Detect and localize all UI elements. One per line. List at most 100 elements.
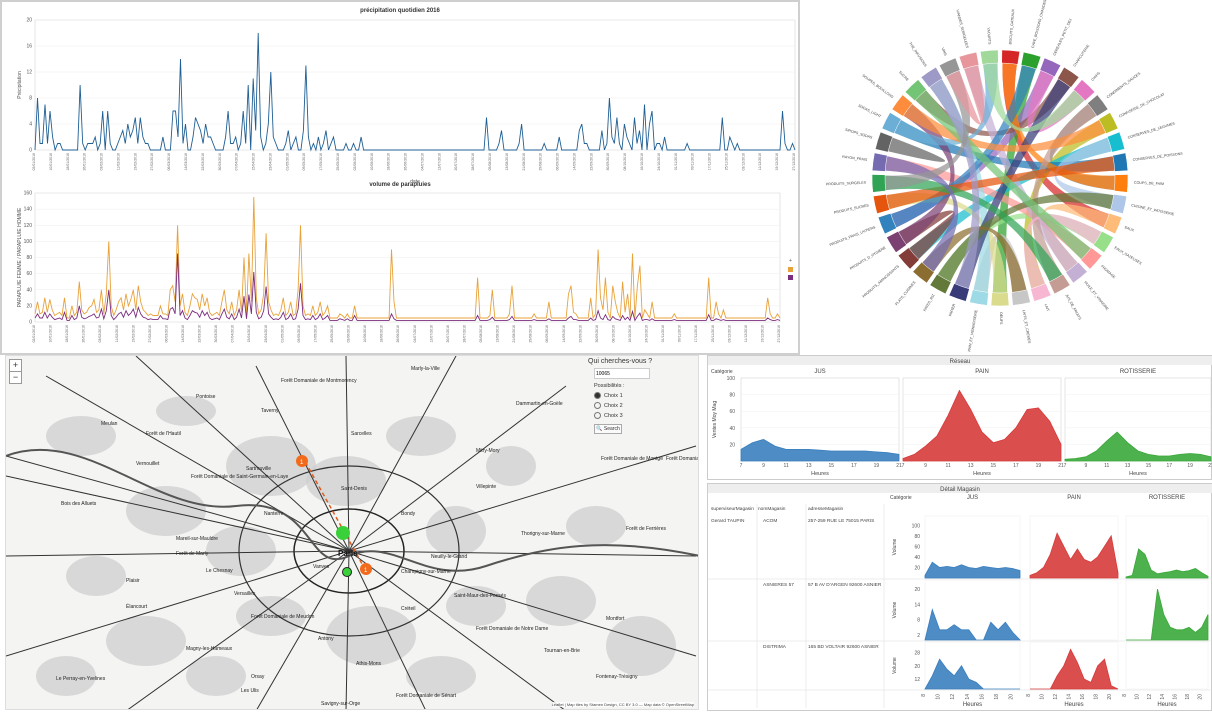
urban-area <box>106 616 186 666</box>
chord-group-arc <box>1087 94 1109 117</box>
urban-area <box>486 446 536 486</box>
chord-label: CUISINE_ET_PATISSERIE <box>1131 203 1175 216</box>
chord-label: HUILE_ET_VINAIGRE <box>1083 280 1109 311</box>
x-tick-label: 14 <box>1160 694 1166 700</box>
map-place-label: Champigny-sur-Marne <box>401 569 451 575</box>
urban-area <box>66 556 126 596</box>
x-tick-label: 24/10/2016 <box>645 325 649 343</box>
x-tick-label: 28/07/2016 <box>471 153 475 171</box>
area-series <box>902 389 1062 462</box>
x-tick-label: 12/07/2016 <box>437 153 441 171</box>
search-input[interactable] <box>594 368 650 379</box>
area-series <box>1126 589 1209 641</box>
x-tick-label: 10 <box>936 694 942 700</box>
urban-area <box>306 456 386 506</box>
x-tick-label: 23/04/2016 <box>264 325 268 343</box>
x-tick-label: 21 <box>896 463 902 469</box>
radio-icon[interactable] <box>594 412 601 419</box>
superviseur-cell: Gerard TAUPIN <box>711 518 745 524</box>
road <box>127 550 350 709</box>
column-header: PAIN <box>1067 495 1081 501</box>
search-button[interactable]: 🔍 Search <box>594 424 622 434</box>
x-tick-label: 18 <box>1094 694 1100 700</box>
x-tick-label: 26/06/2016 <box>396 325 400 343</box>
x-tick-label: 15 <box>829 463 835 469</box>
chord-diagram-panel: BISCUITS_GATEAUX CAFE_BOISSONS_CHAUDES CER… <box>800 0 1212 355</box>
chord-group-arc <box>990 292 1010 307</box>
x-tick-label: 20 <box>1009 694 1015 700</box>
urban-area <box>186 656 246 696</box>
x-tick-label: 25/05/2016 <box>336 153 340 171</box>
panel-frame <box>1125 641 1209 690</box>
map-place-label: Forêt Domaniale de Montgé <box>601 456 663 462</box>
x-tick-label: 17 <box>1013 463 1019 469</box>
column-header: JUS <box>967 495 978 501</box>
x-tick-label: 17/11/2016 <box>694 325 698 342</box>
y-tick-label: 20 <box>914 565 920 571</box>
series-line <box>34 253 781 322</box>
radio-checked-icon[interactable] <box>594 392 601 399</box>
x-tick-label: 30/09/2016 <box>595 325 599 343</box>
area-series <box>1064 431 1212 462</box>
chord-group-arc <box>1112 152 1129 172</box>
chord-group-arc <box>1073 79 1096 102</box>
zoom-out-button[interactable]: − <box>9 371 22 384</box>
header-bar <box>708 484 1212 493</box>
chord-label: CHARCUTERIE <box>1073 43 1091 67</box>
y-tick-label: 28 <box>914 651 920 657</box>
chord-label: CONSERVES_DE_POISSONS <box>1133 152 1184 162</box>
x-tick-label: 17 <box>851 463 857 469</box>
x-tick-label: 27/12/2016 <box>792 153 796 171</box>
chord-group-arc <box>1113 174 1129 193</box>
magasin-cell: DISTRIMA <box>763 644 787 650</box>
map-place-label: Créteil <box>401 606 416 612</box>
x-tick-label: 21/08/2016 <box>512 325 516 343</box>
map-place-label: Antony <box>318 636 334 642</box>
option-choix-3[interactable]: Choix 3 <box>594 412 698 419</box>
x-tick-label: 13 <box>806 463 812 469</box>
chord-group-arc <box>873 194 890 214</box>
y-tick-label: 12 <box>914 677 920 683</box>
y-tick-label: 40 <box>914 555 920 561</box>
x-axis-label: Heures <box>1157 702 1176 708</box>
map-place-label: Mareil-sur-Mauldre <box>176 536 218 542</box>
chord-group-arc <box>920 66 943 88</box>
row-header: adresseMagasin <box>808 506 844 512</box>
x-tick-label: 18/01/2016 <box>66 153 70 171</box>
x-tick-label: 10/06/2016 <box>363 325 367 343</box>
y-tick-label: 14 <box>914 602 920 608</box>
chord-group-arc <box>1110 194 1127 214</box>
map-place-label: Bois des Alluets <box>61 501 97 507</box>
road <box>6 455 350 552</box>
x-tick-label: 13 <box>1125 463 1131 469</box>
x-tick-label: 01/05/2016 <box>285 153 289 171</box>
road <box>6 475 350 552</box>
chord-ribbon <box>898 210 955 260</box>
header-bar <box>708 356 1212 365</box>
x-tick-label: 7 <box>1064 463 1067 469</box>
y-tick-label: 8 <box>29 96 32 102</box>
map-panel[interactable]: 1 1 Paris Marly-la-Ville Pontoise Taverny For… <box>5 355 699 710</box>
road <box>348 445 697 552</box>
map-canvas[interactable]: 1 1 Paris <box>6 356 699 710</box>
x-tick-label: 05/08/2016 <box>479 325 483 343</box>
map-place-label: Forêt Domaniale de Notre Dame <box>476 626 549 632</box>
y-tick-label: 20 <box>26 303 32 309</box>
y-tick-label: 12 <box>26 70 32 76</box>
y-tick-label: 0 <box>29 320 32 326</box>
y-axis-label: Précipitation <box>17 71 23 99</box>
map-place-label: Forêt Domaniale de Meudon <box>251 614 315 620</box>
zoom-in-button[interactable]: + <box>9 359 22 372</box>
option-choix-1[interactable]: Choix 1 <box>594 392 698 399</box>
column-header: ROTISSERIE <box>1149 495 1185 501</box>
option-choix-2[interactable]: Choix 2 <box>594 402 698 409</box>
chord-group-arc <box>904 79 927 102</box>
map-place-label: Athis-Mons <box>356 661 382 667</box>
radio-icon[interactable] <box>594 402 601 409</box>
chord-ribbon <box>929 78 980 289</box>
urban-area <box>526 576 596 626</box>
map-place-label: Meulan <box>101 421 118 427</box>
x-tick-label: 14 <box>965 694 971 700</box>
marker-number: 1 <box>300 460 304 466</box>
road <box>348 550 565 709</box>
